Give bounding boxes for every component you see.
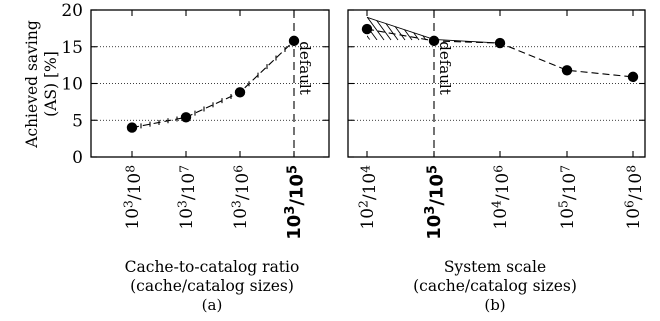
- hatch-line: [530, 10, 552, 40]
- hatch-line: [466, 17, 490, 41]
- y-axis-title: Achieved saving (AS) [%]: [23, 20, 60, 149]
- panel-b-annotation: default: [433, 10, 454, 157]
- panel-b-points: [361, 23, 639, 83]
- panel-b-frame: [347, 9, 646, 158]
- hatch-line: [487, 17, 500, 41]
- x-tick-label: 103​/108​: [121, 165, 145, 230]
- hatch-line: [473, 17, 497, 41]
- data-point: [428, 35, 440, 47]
- hatch-line: [494, 17, 500, 41]
- panel-a-x-ticks: 103​/108​ 103​/107​ 103​/106​ 103​/105​: [121, 10, 307, 240]
- y-tick-label: 10: [61, 75, 83, 95]
- x-tick-label: 104​/106​: [489, 165, 513, 230]
- panel-b-default-label: default: [436, 41, 454, 94]
- y-tick-label: 15: [61, 38, 83, 58]
- panel-b-caption: (b): [484, 296, 505, 314]
- y-tick-label: 0: [72, 148, 83, 168]
- y-axis-title-line2: (AS) [%]: [42, 51, 60, 117]
- y-tick-label: 20: [61, 1, 83, 21]
- hatch-line: [431, 17, 455, 41]
- x-tick-label: 103​/105​: [283, 165, 307, 240]
- hatch-line: [341, 10, 363, 40]
- hatch-line: [509, 10, 531, 40]
- hatch-line: [367, 17, 378, 41]
- y-tick-label: 5: [72, 111, 83, 131]
- hatch-line: [459, 17, 483, 41]
- panel-a-caption: (a): [202, 296, 223, 314]
- data-point: [494, 37, 506, 49]
- hatch-line: [537, 10, 559, 40]
- data-point: [627, 71, 639, 83]
- panel-b-x-title-line2: (cache/catalog sizes): [413, 277, 577, 295]
- data-point: [361, 23, 373, 35]
- hatch-line: [327, 10, 349, 40]
- panel-a-x-title-line2: (cache/catalog sizes): [130, 277, 294, 295]
- hatch-line: [424, 17, 448, 41]
- panel-a-y-ticks: 0 5 10 15 20: [61, 1, 329, 168]
- panel-b-series-line: [366, 28, 634, 78]
- x-tick-label: 105​/107​: [556, 165, 580, 230]
- hatch-line: [452, 17, 476, 41]
- data-point: [288, 35, 300, 47]
- hatch-line: [375, 17, 399, 41]
- data-point: [126, 122, 138, 133]
- panel-b: default 102​/104​ 103​/105​ 104​/106​ 105​/…: [327, 9, 646, 314]
- hatch-line: [502, 10, 524, 40]
- panel-b-x-title-line1: System scale: [444, 258, 546, 276]
- hatch-line: [445, 17, 469, 41]
- panel-a-x-title-line1: Cache-to-catalog ratio: [125, 258, 300, 276]
- hatch-line: [334, 10, 356, 40]
- x-tick-label: 102​/104​: [356, 165, 380, 230]
- panel-a-series-line: [131, 40, 295, 129]
- hatch-line: [523, 10, 545, 40]
- data-point: [180, 112, 192, 123]
- hatch-line: [367, 17, 385, 41]
- panel-a-grid: [91, 46, 329, 121]
- x-tick-label: 103​/105​: [423, 165, 447, 240]
- data-point: [561, 65, 573, 76]
- x-tick-label: 103​/107​: [175, 165, 199, 230]
- hatch-line: [516, 10, 538, 40]
- hatch-lines: [327, 10, 559, 41]
- y-axis-title-line1: Achieved saving: [23, 20, 41, 149]
- panel-b-hatched-band: [327, 10, 559, 44]
- panel-b-x-ticks: 102​/104​ 103​/105​ 104​/106​ 105​/107​ 106​…: [356, 10, 646, 240]
- x-tick-label: 106​/108​: [622, 165, 646, 230]
- panel-a-points: [126, 35, 300, 133]
- panel-a-annotation: default: [293, 10, 314, 157]
- hatch-line: [438, 17, 462, 41]
- panel-a-default-label: default: [296, 41, 314, 94]
- hatch-line: [368, 17, 392, 41]
- panel-a-line-ticks: [140, 46, 286, 129]
- panel-a-frame: [90, 9, 330, 158]
- x-tick-label: 103​/106​: [229, 165, 253, 230]
- data-point: [234, 87, 246, 98]
